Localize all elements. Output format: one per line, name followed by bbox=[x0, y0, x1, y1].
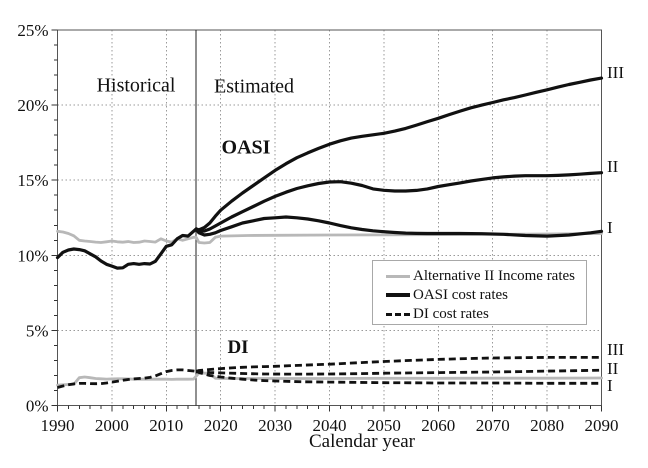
legend-item-income-rates: Alternative II Income rates bbox=[386, 267, 586, 285]
x-tick-labels: 1990 2000 2010 2020 2030 2040 2050 2060 2070 2080… bbox=[41, 416, 619, 435]
legend-item-di-cost-rates: DI cost rates bbox=[386, 305, 586, 323]
x-tick-label: 2040 bbox=[313, 416, 347, 435]
y-tick-label: 20% bbox=[17, 96, 48, 115]
x-ticks bbox=[57, 405, 602, 412]
label-di-group: DI bbox=[227, 337, 249, 358]
x-tick-label: 2080 bbox=[530, 416, 564, 435]
x-tick-label: 2020 bbox=[204, 416, 238, 435]
y-tick-label: 15% bbox=[17, 171, 48, 190]
legend-item-oasi-cost-rates: OASI cost rates bbox=[386, 286, 586, 304]
label-oasi-scenario-i: I bbox=[607, 218, 613, 237]
legend: Alternative II Income rates OASI cost ra… bbox=[372, 260, 587, 325]
x-tick-label: 2030 bbox=[258, 416, 292, 435]
legend-label-di-cost-rates: DI cost rates bbox=[413, 305, 489, 322]
label-di-scenario-i: I bbox=[607, 376, 613, 395]
label-oasi-scenario-iii: III bbox=[607, 63, 624, 82]
x-tick-label: 2060 bbox=[421, 416, 455, 435]
y-tick-label: 0% bbox=[26, 397, 49, 416]
x-tick-label: 2090 bbox=[585, 416, 619, 435]
label-estimated: Estimated bbox=[214, 75, 294, 98]
label-oasi-scenario-ii: II bbox=[607, 157, 619, 176]
series-alternative-ii-income-rates-oasi- bbox=[56, 229, 603, 245]
series-oasi-cost-rates-ii bbox=[194, 171, 604, 233]
x-gridlines bbox=[111, 30, 548, 406]
x-tick-label: 2010 bbox=[149, 416, 183, 435]
legend-swatch-income-rates bbox=[386, 274, 410, 278]
x-tick-label: 2000 bbox=[95, 416, 129, 435]
legend-swatch-di-cost-rates bbox=[386, 312, 410, 316]
y-ticks bbox=[51, 29, 58, 406]
x-axis-title: Calendar year bbox=[308, 431, 416, 452]
series-di-cost-rates-i bbox=[195, 370, 602, 385]
legend-swatch-oasi-cost-rates bbox=[386, 293, 410, 297]
series-di-cost-rates-ii bbox=[195, 368, 602, 376]
series-alternative-ii-income-rates-di- bbox=[56, 371, 603, 387]
series-di-cost-rates-historical- bbox=[57, 368, 197, 389]
series-di-cost-rates-iii bbox=[195, 356, 602, 373]
y-tick-label: 10% bbox=[17, 246, 48, 265]
x-tick-label: 1990 bbox=[41, 416, 75, 435]
label-historical: Historical bbox=[96, 74, 176, 97]
x-tick-label: 2070 bbox=[476, 416, 510, 435]
y-tick-label: 25% bbox=[17, 21, 48, 40]
series-lines bbox=[55, 76, 604, 389]
label-di-scenario-ii: II bbox=[607, 359, 619, 378]
label-di-scenario-iii: III bbox=[607, 340, 624, 359]
label-oasi-group: OASI bbox=[221, 136, 271, 159]
series-oasi-cost-rates-iii bbox=[194, 76, 604, 232]
legend-label-income-rates: Alternative II Income rates bbox=[413, 267, 576, 284]
y-tick-labels: 0% 5% 10% 15% 20% 25% bbox=[17, 21, 48, 416]
legend-label-oasi-cost-rates: OASI cost rates bbox=[413, 286, 508, 303]
series-oasi-cost-rates-i bbox=[194, 215, 604, 238]
y-tick-label: 5% bbox=[26, 321, 49, 340]
series-oasi-cost-rates-historical- bbox=[55, 227, 198, 270]
x-tick-label: 2050 bbox=[367, 416, 401, 435]
